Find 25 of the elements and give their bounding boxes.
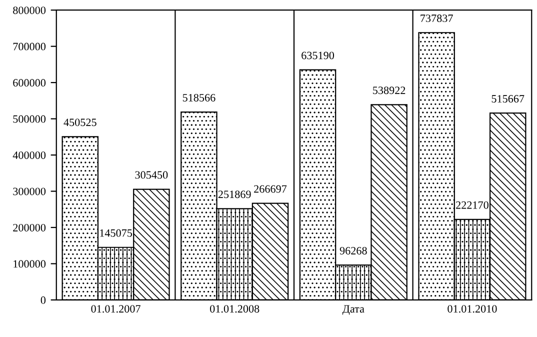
y-tick-label: 600000 [13,79,46,87]
y-tick-label: 0 [40,296,46,304]
y-tick-label: 800000 [13,6,46,14]
data-label: 737837 [420,14,453,22]
x-tick-label: Дата [342,305,364,315]
data-label: 222170 [456,201,488,209]
y-tick-label: 200000 [13,224,46,232]
data-label: 538922 [373,86,406,94]
data-label: 96268 [340,246,367,254]
y-tick-label: 300000 [13,188,46,196]
x-tick-label: 01.01.2010 [448,305,497,313]
y-tick-label: 400000 [12,151,46,159]
data-label: 266697 [254,185,287,193]
data-label: 518566 [182,94,216,102]
x-tick-label: 01.01.2007 [91,305,140,313]
data-label: 145075 [100,229,132,237]
y-tick-label: 100000 [14,260,46,268]
data-label: 251869 [218,190,251,198]
data-label: 635190 [302,52,334,60]
y-tick-label: 500000 [13,115,46,123]
data-label: 515667 [492,95,524,103]
y-tick-label: 700000 [13,42,46,50]
data-label: 305450 [135,171,168,179]
data-label: 450525 [64,118,96,126]
x-tick-label: 01.01.2008 [210,305,260,313]
